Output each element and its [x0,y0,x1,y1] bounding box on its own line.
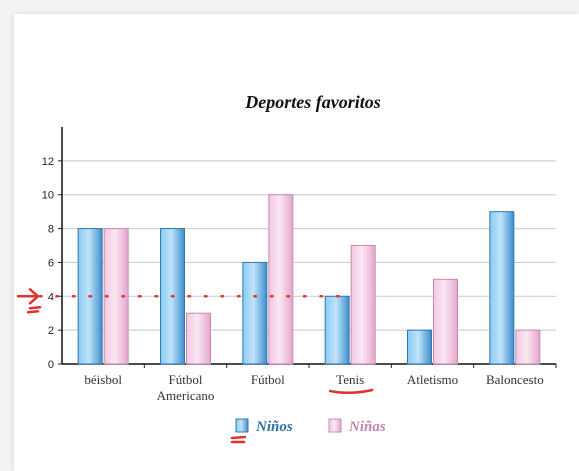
legend: Niños Niñas [235,418,386,435]
legend-underline-annotation [230,435,247,444]
category-label: Fútbol Americano [157,372,215,403]
y-tick-label: 0 [48,359,54,371]
chart-title: Deportes favoritos [244,92,380,112]
bars [77,194,541,365]
category-label: Fútbol [251,372,285,387]
annotations [16,288,374,444]
y-tick-label: 6 [48,257,54,269]
category-label-line: Baloncesto [486,372,544,387]
category-label: béisbol [84,372,122,387]
double-dash-annotation [26,306,42,314]
axes: 0 2 4 6 8 10 12 [42,127,557,371]
underline-annotation [328,388,374,394]
category-label-line: Fútbol [251,372,285,387]
category-label-line: Atletismo [407,372,458,387]
legend-swatch-ninos [235,418,249,433]
bar-ninos [324,295,350,365]
category-label: Atletismo [407,372,458,387]
bar-ninos [242,261,268,365]
y-tick-label: 4 [48,291,54,303]
grid-lines [62,160,556,331]
category-label-line: béisbol [84,372,122,387]
bar-ninas [515,329,541,365]
bar-ninas [186,312,211,365]
legend-label: Niñas [348,419,386,435]
y-tick-label: 2 [48,325,54,337]
bar-ninas [268,194,294,365]
y-tick-label: 8 [48,224,54,236]
arrow-annotation [16,288,40,305]
category-label: Tenis [336,372,364,387]
legend-label: Niños [255,419,293,435]
y-tick-label: 10 [42,190,54,202]
category-label-line: Americano [157,388,215,403]
bar-ninas [433,278,458,365]
category-label-line: Tenis [336,372,364,387]
bar-ninos [489,211,515,365]
category-label-line: Fútbol [169,372,203,387]
legend-swatch-ninas [328,418,342,433]
bar-ninos [407,329,432,365]
y-tick-label: 12 [42,156,54,168]
category-label: Baloncesto [486,372,544,387]
bar-ninas [350,245,376,365]
